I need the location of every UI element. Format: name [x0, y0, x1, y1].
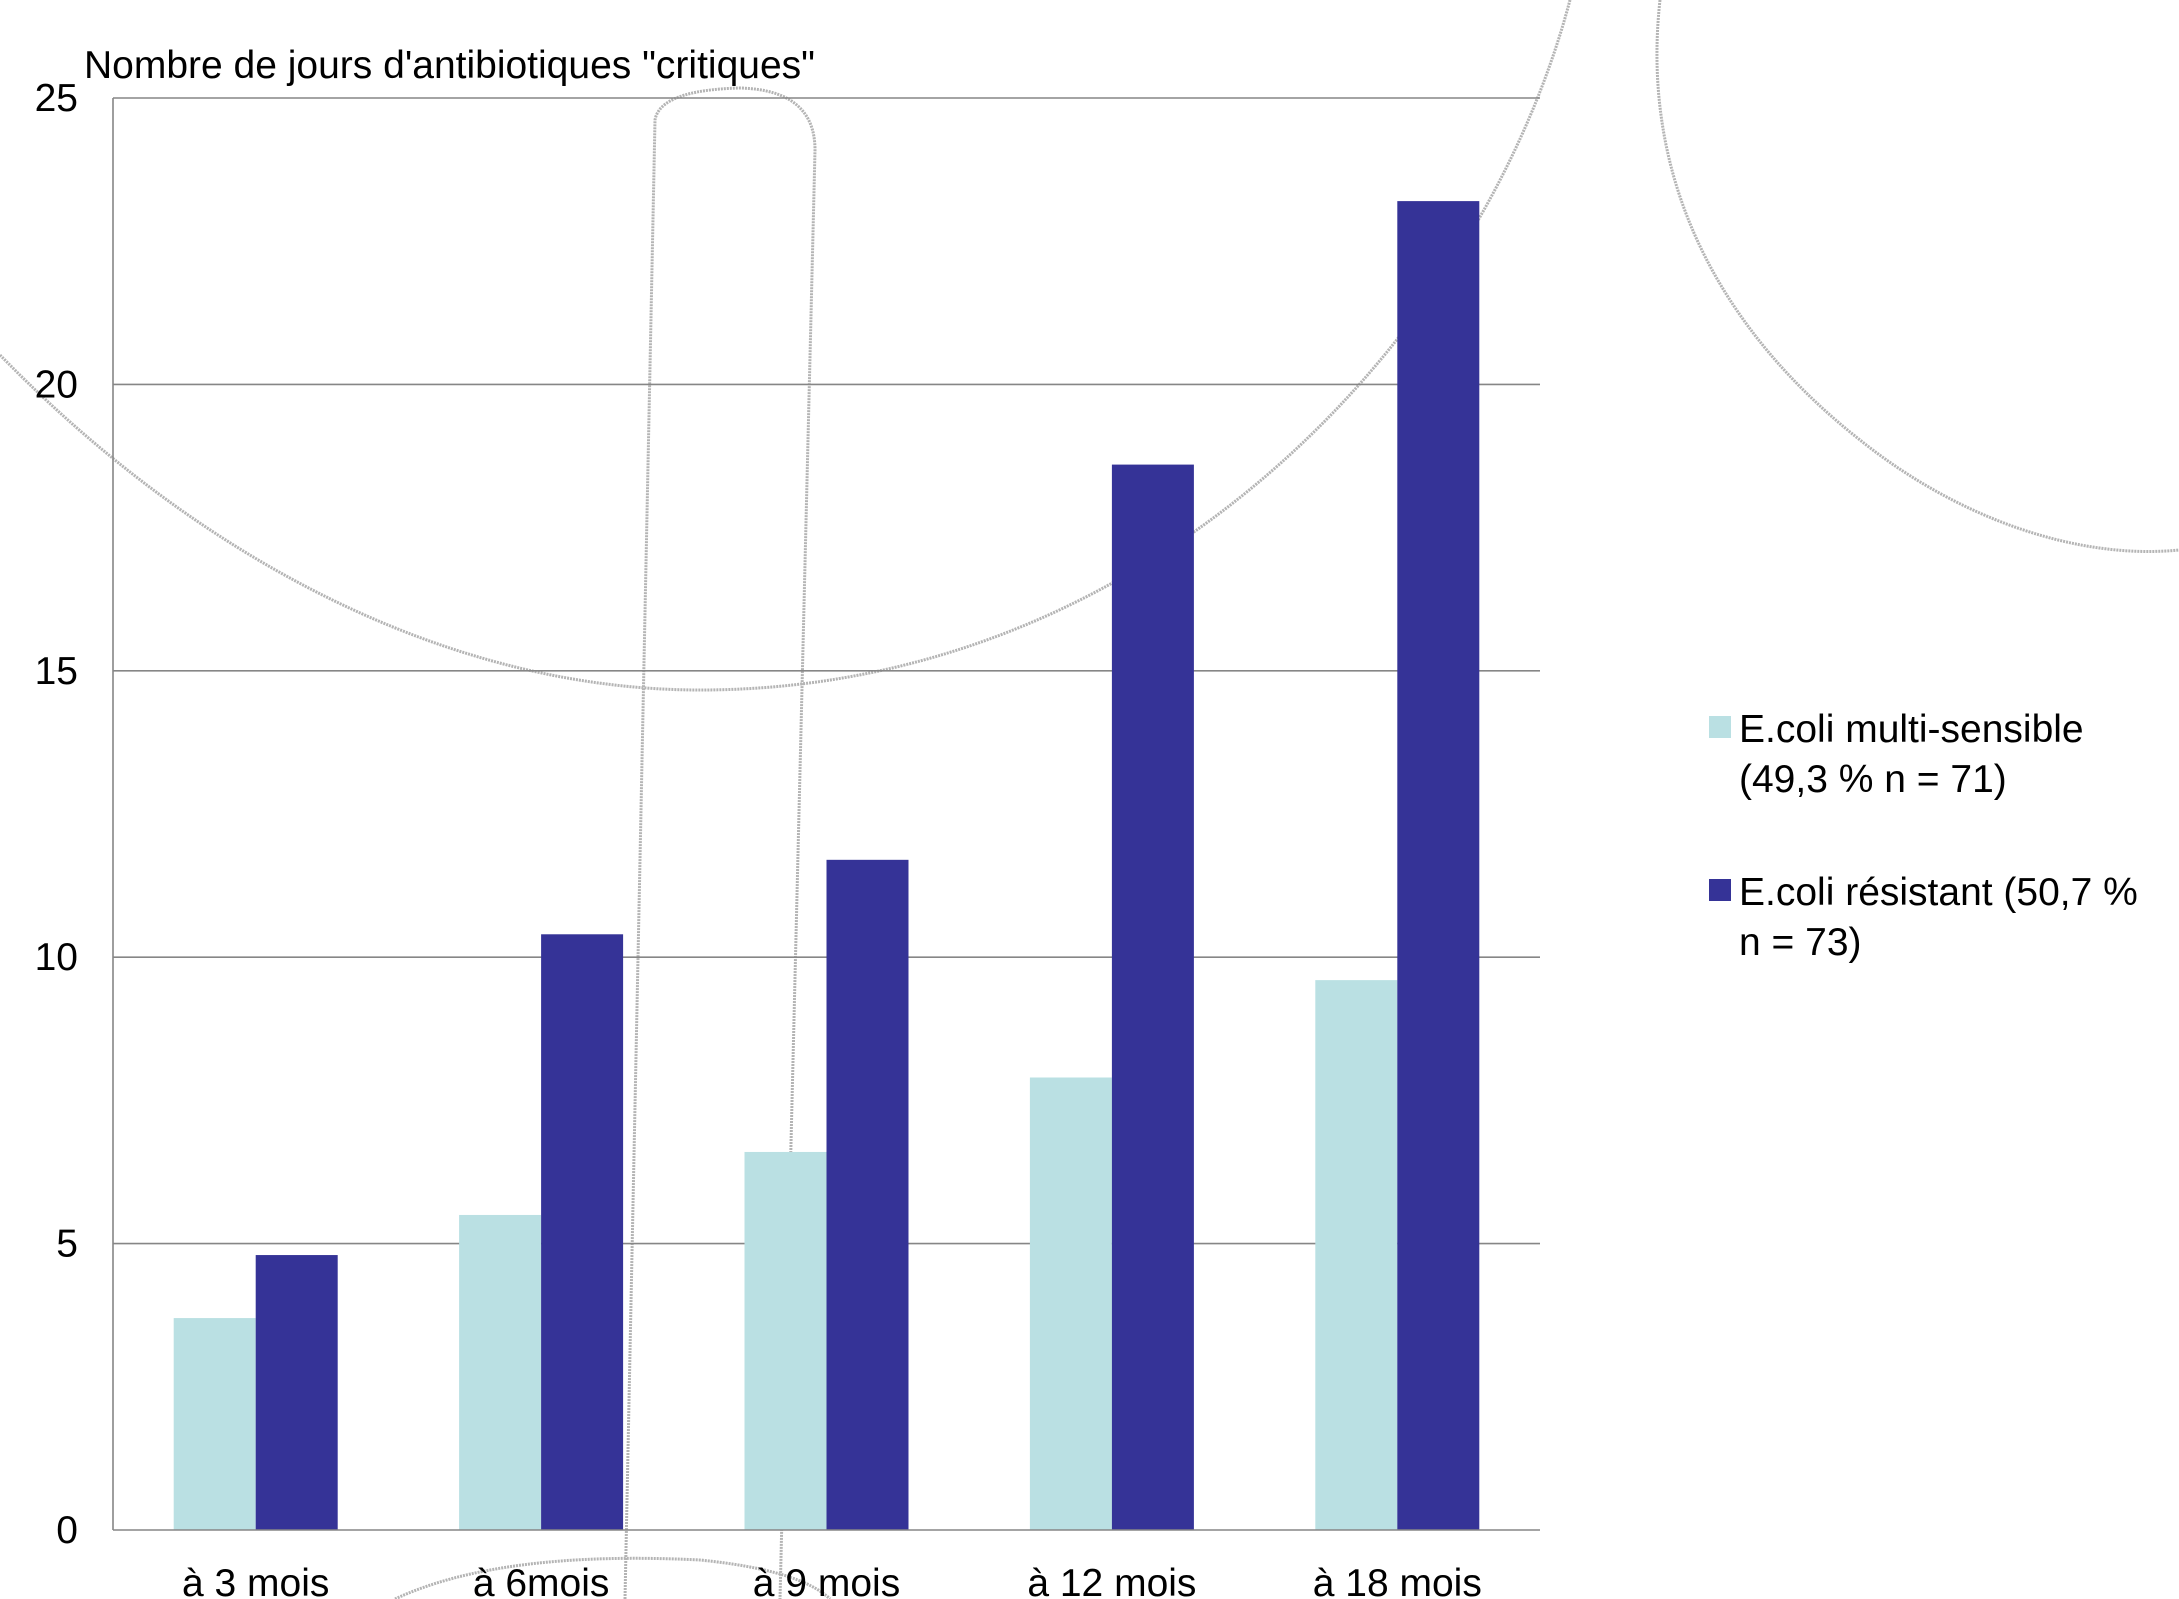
bar-series-2-5: [1397, 201, 1480, 1530]
legend: E.coli multi-sensible (49,3 % n = 71) E.co…: [1709, 708, 2138, 964]
y-axis-ticks: 0 5 10 15 20 25: [35, 77, 78, 1552]
y-tick-label: 20: [35, 363, 78, 406]
bar-series-2-4: [1111, 464, 1194, 1530]
x-category-label: à 9 mois: [753, 1562, 900, 1599]
y-tick-label: 5: [56, 1223, 78, 1266]
y-axis-title: Nombre de jours d'antibiotiques "critiqu…: [84, 44, 815, 87]
overlay-arc-right: [1655, 0, 2179, 554]
y-tick-label: 15: [35, 650, 78, 693]
y-tick-label: 10: [35, 936, 78, 979]
y-tick-label: 0: [56, 1509, 78, 1552]
y-tick-label: 25: [35, 77, 78, 120]
bar-series-2-3: [826, 859, 909, 1530]
legend-swatch-1: [1709, 716, 1731, 738]
bar-series-1-1: [173, 1318, 256, 1530]
bar-series-2-1: [255, 1255, 338, 1530]
x-category-label: à 18 mois: [1313, 1562, 1482, 1599]
overlay-arc-left: [0, 0, 1572, 692]
bar-series-2-2: [541, 934, 624, 1530]
bar-series-1-3: [744, 1151, 827, 1530]
x-category-label: à 3 mois: [182, 1562, 329, 1599]
legend-label-2-line-1: E.coli résistant (50,7 %: [1739, 871, 2138, 914]
x-axis: [112, 98, 1540, 1531]
bars: [173, 201, 1480, 1530]
x-axis-category-labels: à 3 mois à 6mois à 9 mois à 12 mois à 18 moi…: [182, 1562, 1482, 1599]
legend-label-2-line-2: n = 73): [1739, 921, 1862, 964]
bar-series-1-4: [1029, 1077, 1112, 1530]
overlay-bottom-stroke: [394, 1556, 832, 1599]
legend-swatch-2: [1709, 879, 1731, 901]
x-category-label: à 6mois: [473, 1562, 610, 1599]
legend-label-1-line-2: (49,3 % n = 71): [1739, 758, 2007, 801]
overlay-rounded-rect: [623, 86, 817, 1599]
legend-label-1-line-1: E.coli multi-sensible: [1739, 708, 2084, 751]
bar-series-1-5: [1315, 980, 1398, 1530]
x-category-label: à 12 mois: [1027, 1562, 1196, 1599]
bar-series-1-2: [459, 1214, 542, 1530]
